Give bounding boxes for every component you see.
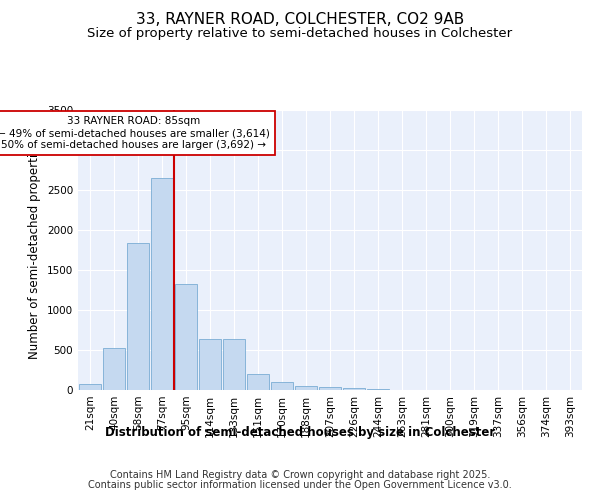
Bar <box>295 386 317 390</box>
Text: 33, RAYNER ROAD, COLCHESTER, CO2 9AB: 33, RAYNER ROAD, COLCHESTER, CO2 9AB <box>136 12 464 28</box>
Text: Distribution of semi-detached houses by size in Colchester: Distribution of semi-detached houses by … <box>105 426 495 439</box>
Bar <box>79 384 101 390</box>
Y-axis label: Number of semi-detached properties: Number of semi-detached properties <box>28 140 41 360</box>
Text: Size of property relative to semi-detached houses in Colchester: Size of property relative to semi-detach… <box>88 28 512 40</box>
Bar <box>103 348 125 390</box>
Bar <box>223 339 245 390</box>
Bar <box>247 374 269 390</box>
Bar <box>271 382 293 390</box>
Bar <box>199 339 221 390</box>
Bar <box>319 387 341 390</box>
Text: Contains HM Land Registry data © Crown copyright and database right 2025.: Contains HM Land Registry data © Crown c… <box>110 470 490 480</box>
Bar <box>127 243 149 390</box>
Bar <box>175 284 197 390</box>
Text: Contains public sector information licensed under the Open Government Licence v3: Contains public sector information licen… <box>88 480 512 490</box>
Bar <box>151 178 173 390</box>
Bar <box>343 388 365 390</box>
Text: 33 RAYNER ROAD: 85sqm
← 49% of semi-detached houses are smaller (3,614)
50% of s: 33 RAYNER ROAD: 85sqm ← 49% of semi-deta… <box>0 116 269 150</box>
